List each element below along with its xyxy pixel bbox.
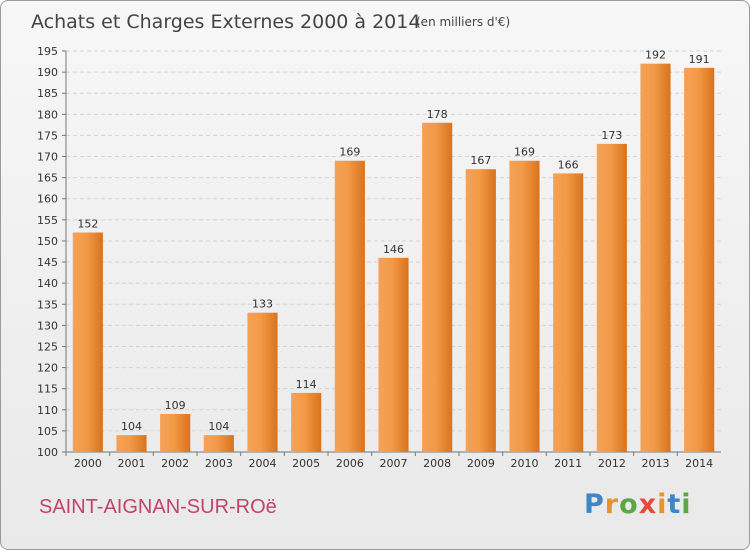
y-tick-label: 180 xyxy=(37,108,58,121)
y-tick-label: 170 xyxy=(37,151,58,164)
x-tick-label-2002: 2002 xyxy=(161,457,189,470)
y-tick-label: 125 xyxy=(37,340,58,353)
bar-2008 xyxy=(422,122,453,452)
proxiti-logo: Proxiti xyxy=(584,489,692,520)
logo-letter: i xyxy=(681,489,692,520)
x-tick-label-2000: 2000 xyxy=(74,457,102,470)
y-tick-label: 145 xyxy=(37,256,58,269)
y-tick-label: 140 xyxy=(37,277,58,290)
x-tick-label-2011: 2011 xyxy=(554,457,582,470)
chart-title: Achats et Charges Externes 2000 à 2014 xyxy=(31,11,420,33)
y-tick-label: 100 xyxy=(37,446,58,459)
bar-2013 xyxy=(640,63,671,453)
commune-name: SAINT-AIGNAN-SUR-ROë xyxy=(39,496,277,518)
chart-subtitle: (en milliers d'€) xyxy=(416,15,510,29)
bar-2014 xyxy=(684,67,715,452)
y-tick-label: 130 xyxy=(37,319,58,332)
bar-2004 xyxy=(247,312,278,452)
bar-2011 xyxy=(553,173,584,452)
logo-letter: o xyxy=(619,489,639,520)
data-label-2014: 191 xyxy=(689,53,710,66)
x-tick-label-2009: 2009 xyxy=(467,457,495,470)
logo-letter: x xyxy=(638,489,658,520)
data-label-2004: 133 xyxy=(252,298,273,311)
logo-letter: r xyxy=(604,489,620,520)
labels: 100 105 110 115 120 125 130 135 140 145 150 155 160 1… xyxy=(37,45,713,470)
y-tick-label: 190 xyxy=(37,66,58,79)
y-tick-label: 195 xyxy=(37,45,58,58)
data-label-2010: 169 xyxy=(514,146,535,159)
x-tick-label-2012: 2012 xyxy=(598,457,626,470)
x-tick-label-2010: 2010 xyxy=(511,457,539,470)
bar-2002 xyxy=(160,414,191,452)
data-label-2009: 167 xyxy=(470,154,491,167)
data-label-2001: 104 xyxy=(121,420,142,433)
bar-2010 xyxy=(509,160,540,452)
x-tick-label-2001: 2001 xyxy=(118,457,146,470)
data-label-2012: 173 xyxy=(601,129,622,142)
y-tick-label: 150 xyxy=(37,235,58,248)
bar-2007 xyxy=(378,257,409,452)
y-tick-label: 160 xyxy=(37,193,58,206)
data-label-2006: 169 xyxy=(339,146,360,159)
x-tick-label-2006: 2006 xyxy=(336,457,364,470)
data-label-2002: 109 xyxy=(165,399,186,412)
x-tick-label-2005: 2005 xyxy=(292,457,320,470)
y-tick-label: 115 xyxy=(37,383,58,396)
logo-letter: i xyxy=(657,489,668,520)
bar-2009 xyxy=(465,169,496,453)
logo-letter: P xyxy=(584,489,605,520)
y-tick-label: 185 xyxy=(37,87,58,100)
y-tick-label: 105 xyxy=(37,425,58,438)
y-tick-label: 120 xyxy=(37,362,58,375)
x-tick-label-2004: 2004 xyxy=(249,457,277,470)
y-tick-label: 135 xyxy=(37,298,58,311)
x-tick-label-2014: 2014 xyxy=(685,457,713,470)
y-tick-label: 175 xyxy=(37,129,58,142)
bar-2003 xyxy=(203,435,234,452)
data-label-2000: 152 xyxy=(77,218,98,231)
x-tick-label-2003: 2003 xyxy=(205,457,233,470)
data-label-2008: 178 xyxy=(427,108,448,121)
y-tick-label: 165 xyxy=(37,172,58,185)
y-tick-label: 155 xyxy=(37,214,58,227)
data-label-2013: 192 xyxy=(645,49,666,62)
x-tick-label-2008: 2008 xyxy=(423,457,451,470)
bar-2001 xyxy=(116,435,147,452)
x-tick-label-2013: 2013 xyxy=(642,457,670,470)
y-tick-label: 110 xyxy=(37,404,58,417)
data-label-2011: 166 xyxy=(558,158,579,171)
bar-2005 xyxy=(291,392,322,452)
data-label-2003: 104 xyxy=(208,420,229,433)
x-tick-label-2007: 2007 xyxy=(380,457,408,470)
data-label-2007: 146 xyxy=(383,243,404,256)
logo-letter: t xyxy=(667,489,682,520)
bar-2006 xyxy=(334,160,365,452)
data-label-2005: 114 xyxy=(296,378,317,391)
bars xyxy=(72,63,715,453)
bar-2012 xyxy=(596,143,627,452)
bar-2000 xyxy=(72,232,103,452)
